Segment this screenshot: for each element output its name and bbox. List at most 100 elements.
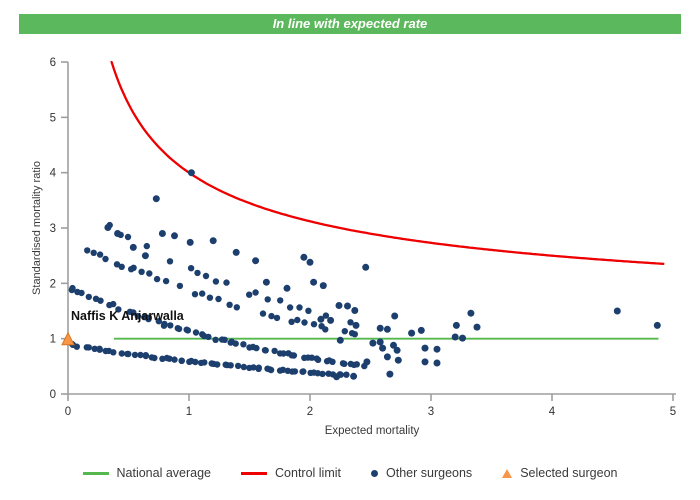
other-surgeon-dot xyxy=(130,309,137,316)
other-surgeon-dot xyxy=(279,366,287,373)
other-surgeon-dot xyxy=(246,291,253,298)
selected-surgeon-triangle-icon xyxy=(502,468,513,478)
control-limit-curve xyxy=(110,60,665,265)
other-surgeon-dot xyxy=(290,352,298,359)
other-surgeon-dot xyxy=(433,345,441,353)
other-surgeon-dot xyxy=(433,359,441,367)
national-average-line-icon xyxy=(82,471,109,475)
other-surgeon-dot xyxy=(283,284,291,292)
other-surgeon-dot xyxy=(653,321,661,329)
x-axis-title: Expected mortality xyxy=(325,425,420,437)
other-surgeon-dot xyxy=(253,344,260,352)
other-surgeon-dot xyxy=(267,366,275,374)
selected-surgeon-marker xyxy=(61,331,75,346)
other-surgeon-dot xyxy=(118,263,125,270)
legend-item-national-average: National average xyxy=(82,466,211,480)
other-surgeon-dot xyxy=(221,336,228,343)
other-surgeon-dot xyxy=(255,364,262,371)
legend-item-control-limit: Control limit xyxy=(241,466,341,480)
y-tick-label: 4 xyxy=(50,168,57,180)
other-surgeon-dot xyxy=(350,372,358,380)
other-surgeons-dots xyxy=(68,169,661,381)
other-surgeon-dot xyxy=(226,301,233,308)
legend-label: Other surgeons xyxy=(386,466,473,480)
other-surgeon-dot xyxy=(186,238,194,246)
other-surgeon-dot xyxy=(296,304,303,311)
other-surgeon-dot xyxy=(233,304,240,311)
y-tick-label: 1 xyxy=(50,334,56,346)
other-surgeon-dot xyxy=(184,327,192,334)
other-surgeon-dot xyxy=(319,370,326,378)
other-surgeon-dot xyxy=(142,352,149,359)
other-surgeon-dot xyxy=(162,277,170,285)
other-surgeon-dot xyxy=(137,351,144,359)
other-surgeon-dot xyxy=(227,362,234,369)
other-surgeon-dot xyxy=(310,321,318,328)
other-surgeon-dot xyxy=(335,302,343,309)
other-surgeon-dot xyxy=(308,354,315,361)
other-surgeon-dot xyxy=(240,341,247,348)
legend-item-other-surgeons: Other surgeons xyxy=(371,466,472,480)
x-tick-label: 3 xyxy=(428,406,434,418)
other-surgeon-dot xyxy=(252,289,259,296)
y-tick-label: 3 xyxy=(50,223,56,235)
other-surgeon-dot xyxy=(115,306,122,313)
other-surgeon-dot xyxy=(300,368,307,375)
other-surgeon-dot xyxy=(199,290,206,297)
other-surgeon-dot xyxy=(232,340,239,347)
other-surgeon-dot xyxy=(97,297,104,304)
other-surgeon-dot xyxy=(341,328,348,335)
x-tick-label: 1 xyxy=(186,406,192,418)
other-surgeon-dot xyxy=(175,325,183,333)
other-surgeon-dot xyxy=(390,341,397,349)
other-surgeon-dot xyxy=(353,361,360,368)
other-surgeon-dot xyxy=(114,230,122,237)
other-surgeon-dot xyxy=(376,338,384,346)
x-tick-label: 5 xyxy=(670,406,676,418)
other-surgeon-dot xyxy=(459,334,466,342)
legend-label: Selected surgeon xyxy=(520,466,618,480)
other-surgeon-dot xyxy=(322,326,329,333)
other-surgeon-dot xyxy=(383,325,391,333)
other-surgeon-dot xyxy=(314,370,321,377)
legend-label: Control limit xyxy=(275,466,342,480)
other-surgeon-dot xyxy=(214,361,221,368)
other-surgeon-dot xyxy=(452,321,460,329)
other-surgeon-dot xyxy=(288,318,295,325)
other-surgeon-dot xyxy=(138,268,145,275)
other-surgeon-dot xyxy=(152,195,160,203)
other-surgeon-dot xyxy=(347,319,354,326)
other-surgeon-dot xyxy=(329,358,336,365)
other-surgeon-dot xyxy=(343,371,350,378)
other-surgeon-dot xyxy=(110,349,117,356)
other-surgeon-dot xyxy=(131,351,139,359)
other-surgeon-dot xyxy=(310,278,318,286)
other-surgeon-dot xyxy=(151,354,158,362)
other-surgeon-dot xyxy=(167,322,174,329)
other-surgeon-dot xyxy=(69,284,76,292)
other-surgeon-dot xyxy=(155,318,162,325)
selected-surgeon-label: Naffis K Anjarwalla xyxy=(71,309,184,323)
y-tick-label: 5 xyxy=(50,112,56,124)
other-surgeon-dot xyxy=(408,329,416,337)
other-surgeon-dot xyxy=(118,350,126,357)
other-surgeon-dot xyxy=(110,300,117,308)
other-surgeon-dot xyxy=(125,350,132,358)
other-surgeon-dot xyxy=(201,359,208,366)
other-surgeon-dot xyxy=(187,265,195,272)
y-tick-label: 0 xyxy=(50,389,56,401)
other-surgeon-dot xyxy=(161,320,168,328)
other-surgeon-dot xyxy=(250,364,257,371)
mortality-funnel-plot: 0 1 2 3 4 5 6 0 1 2 3 4 5 Expected mortality Standardi… xyxy=(31,57,676,437)
other-surgeon-dot xyxy=(305,307,312,314)
other-surgeon-dot xyxy=(351,331,358,338)
other-surgeon-dot xyxy=(176,282,184,290)
other-surgeon-dot xyxy=(271,347,278,355)
other-surgeon-dot xyxy=(333,373,341,381)
other-surgeon-dot xyxy=(234,362,242,370)
other-surgeon-dot xyxy=(341,360,348,367)
other-surgeon-dot xyxy=(252,257,260,265)
other-surgeon-dot xyxy=(306,258,314,266)
status-banner: In line with expected rate xyxy=(19,14,681,34)
other-surgeon-dot xyxy=(84,247,91,254)
